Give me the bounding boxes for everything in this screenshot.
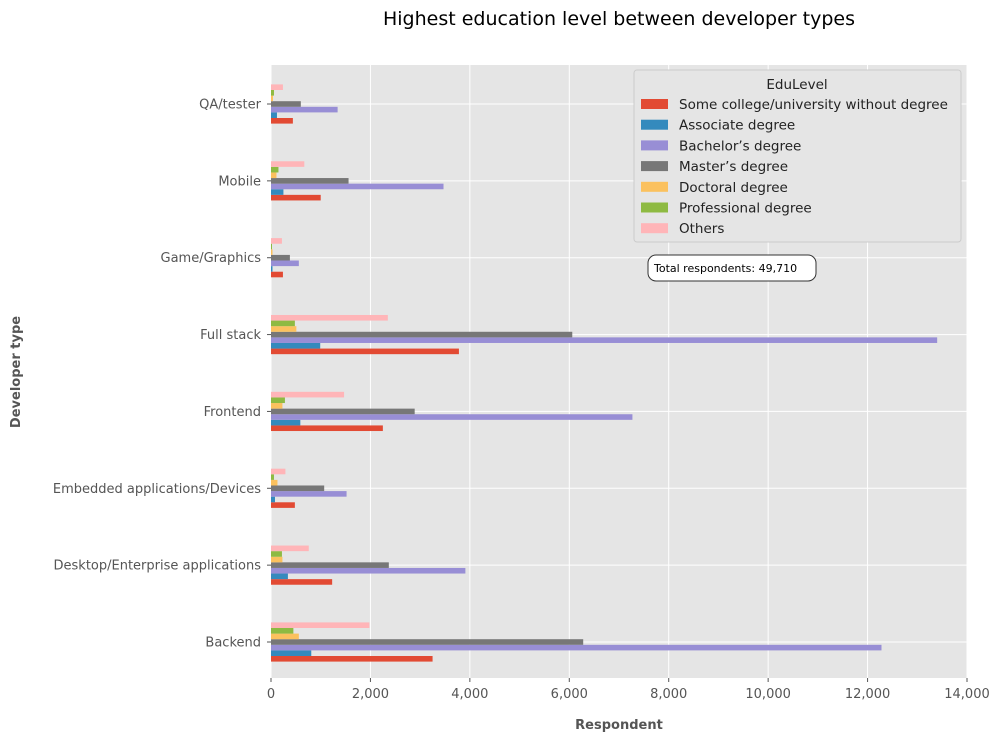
x-axis-ticks: 0 2,000 4,000 6,000 8,000 10,000 12,000 14,000 [267, 678, 990, 702]
x-tick-label: 8,000 [650, 687, 687, 702]
annotation-box: Total respondents: 49,710 [647, 254, 817, 282]
legend-swatch [641, 161, 668, 172]
legend-label: Professional degree [679, 201, 812, 217]
bar [271, 320, 295, 327]
annotation-frame [647, 254, 817, 282]
y-tick-label: Backend [205, 636, 261, 651]
bar [271, 397, 285, 404]
bar [271, 172, 277, 179]
bar [271, 118, 293, 124]
bar [271, 331, 573, 338]
x-tick-label: 6,000 [551, 687, 588, 702]
bar [271, 326, 297, 332]
bar [271, 545, 309, 552]
legend-swatch [641, 202, 668, 213]
y-tick-label: QA/tester [199, 98, 261, 113]
legend-label: Associate degree [679, 118, 795, 134]
legend-label: Some college/university without degree [679, 97, 948, 113]
bars [271, 84, 938, 662]
y-tick-label: Frontend [204, 405, 261, 420]
bar [271, 112, 277, 118]
bar [271, 161, 305, 167]
bar [271, 189, 284, 195]
bar [271, 84, 283, 90]
bar [271, 337, 938, 343]
bar [271, 639, 584, 645]
bar [271, 551, 282, 557]
y-tick-label: Desktop/Enterprise applications [54, 559, 262, 574]
bar [271, 266, 273, 272]
y-tick-label: Mobile [218, 174, 261, 189]
bar [271, 644, 882, 651]
legend-swatch [641, 99, 668, 109]
legend-title: EduLevel [766, 77, 827, 93]
bar [271, 90, 274, 96]
bar [271, 479, 278, 486]
x-tick-label: 0 [267, 687, 275, 702]
legend-frame [633, 69, 962, 243]
bar [271, 496, 275, 503]
bar [271, 106, 338, 113]
bar [271, 403, 283, 409]
bar [271, 314, 388, 321]
bar [271, 502, 295, 508]
bar [271, 391, 345, 398]
bar [271, 562, 389, 568]
x-tick-label: 14,000 [944, 687, 990, 702]
bar [271, 183, 444, 190]
bar [271, 628, 294, 634]
y-axis-ticks: Backend Desktop/Enterprise applications Em… [53, 98, 271, 651]
bar [271, 101, 301, 107]
bar [271, 408, 415, 415]
bar [271, 474, 274, 480]
x-tick-label: 12,000 [845, 687, 891, 702]
bar [271, 579, 333, 585]
bar [271, 556, 283, 563]
legend-swatch [641, 140, 668, 151]
bar [271, 342, 321, 349]
bar [271, 633, 299, 640]
x-tick-label: 4,000 [451, 687, 488, 702]
legend-swatch [641, 181, 668, 192]
bar [271, 414, 633, 420]
bar [271, 249, 273, 255]
legend-label: Master’s degree [679, 159, 788, 175]
bar [271, 194, 321, 201]
bar [271, 95, 273, 102]
legend-swatch [641, 223, 668, 234]
bar [271, 243, 272, 250]
chart-title: Highest education level between develope… [383, 8, 855, 30]
bar [271, 238, 282, 244]
legend-label: Others [679, 221, 724, 237]
bar [271, 656, 433, 662]
legend-swatch [641, 119, 668, 130]
y-tick-label: Game/Graphics [161, 251, 262, 266]
bar [271, 419, 301, 426]
y-tick-label: Full stack [200, 328, 261, 343]
bar [271, 271, 283, 278]
bar [271, 491, 347, 497]
bar [271, 260, 299, 267]
y-axis-label: Developer type [9, 316, 24, 428]
bar [271, 178, 349, 184]
x-tick-label: 2,000 [352, 687, 389, 702]
bar [271, 650, 312, 656]
y-tick-label: Embedded applications/Devices [53, 482, 261, 497]
x-tick-label: 10,000 [745, 687, 791, 702]
bar [271, 254, 290, 261]
bar [271, 425, 383, 432]
bar [271, 622, 370, 628]
bar [271, 166, 279, 173]
legend-label: Bachelor’s degree [679, 138, 801, 154]
legend: EduLevel Some college/university without… [633, 69, 962, 243]
bar [271, 567, 466, 574]
bar [271, 485, 325, 492]
bar [271, 573, 288, 580]
legend-label: Doctoral degree [679, 180, 788, 196]
bar [271, 348, 459, 355]
x-axis-label: Respondent [575, 718, 663, 733]
annotation-text: Total respondents: 49,710 [653, 262, 797, 275]
bar [271, 468, 286, 475]
